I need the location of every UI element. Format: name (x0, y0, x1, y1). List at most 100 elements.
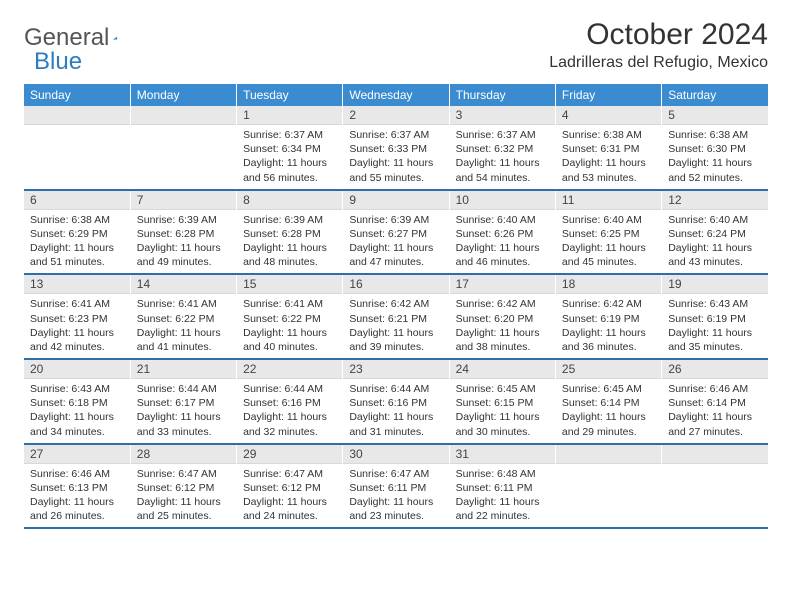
calendar-day: 5Sunrise: 6:38 AMSunset: 6:30 PMDaylight… (662, 106, 768, 190)
day-info: Sunrise: 6:38 AMSunset: 6:29 PMDaylight:… (24, 210, 130, 274)
calendar-day-empty (662, 444, 768, 529)
day-number: 8 (237, 191, 342, 210)
day-number: 1 (237, 106, 342, 125)
day-number: 23 (343, 360, 448, 379)
day-number: 4 (556, 106, 661, 125)
weekday-header: Thursday (449, 84, 555, 106)
calendar-day: 26Sunrise: 6:46 AMSunset: 6:14 PMDayligh… (662, 359, 768, 444)
calendar-day: 17Sunrise: 6:42 AMSunset: 6:20 PMDayligh… (449, 274, 555, 359)
day-number: 29 (237, 445, 342, 464)
weekday-header: Monday (130, 84, 236, 106)
calendar-day: 20Sunrise: 6:43 AMSunset: 6:18 PMDayligh… (24, 359, 130, 444)
day-info: Sunrise: 6:44 AMSunset: 6:17 PMDaylight:… (131, 379, 236, 443)
day-info: Sunrise: 6:43 AMSunset: 6:18 PMDaylight:… (24, 379, 130, 443)
calendar-day: 19Sunrise: 6:43 AMSunset: 6:19 PMDayligh… (662, 274, 768, 359)
day-number: 2 (343, 106, 448, 125)
calendar-body: 1Sunrise: 6:37 AMSunset: 6:34 PMDaylight… (24, 106, 768, 528)
day-number: 17 (450, 275, 555, 294)
calendar-day: 10Sunrise: 6:40 AMSunset: 6:26 PMDayligh… (449, 190, 555, 275)
day-number: 26 (662, 360, 768, 379)
weekday-header: Friday (555, 84, 661, 106)
calendar-week: 6Sunrise: 6:38 AMSunset: 6:29 PMDaylight… (24, 190, 768, 275)
day-info: Sunrise: 6:43 AMSunset: 6:19 PMDaylight:… (662, 294, 768, 358)
day-info: Sunrise: 6:40 AMSunset: 6:24 PMDaylight:… (662, 210, 768, 274)
calendar-day: 1Sunrise: 6:37 AMSunset: 6:34 PMDaylight… (237, 106, 343, 190)
day-info: Sunrise: 6:38 AMSunset: 6:30 PMDaylight:… (662, 125, 768, 189)
calendar-day-empty (24, 106, 130, 190)
calendar-day: 2Sunrise: 6:37 AMSunset: 6:33 PMDaylight… (343, 106, 449, 190)
calendar-day: 23Sunrise: 6:44 AMSunset: 6:16 PMDayligh… (343, 359, 449, 444)
day-info: Sunrise: 6:42 AMSunset: 6:19 PMDaylight:… (556, 294, 661, 358)
calendar-day: 21Sunrise: 6:44 AMSunset: 6:17 PMDayligh… (130, 359, 236, 444)
calendar-day: 31Sunrise: 6:48 AMSunset: 6:11 PMDayligh… (449, 444, 555, 529)
day-info: Sunrise: 6:37 AMSunset: 6:32 PMDaylight:… (450, 125, 555, 189)
day-info: Sunrise: 6:39 AMSunset: 6:28 PMDaylight:… (237, 210, 342, 274)
day-number: 12 (662, 191, 768, 210)
page-header: General October 2024 Ladrilleras del Ref… (24, 18, 768, 72)
day-info: Sunrise: 6:42 AMSunset: 6:21 PMDaylight:… (343, 294, 448, 358)
calendar-day: 6Sunrise: 6:38 AMSunset: 6:29 PMDaylight… (24, 190, 130, 275)
day-number: 13 (24, 275, 130, 294)
day-info: Sunrise: 6:42 AMSunset: 6:20 PMDaylight:… (450, 294, 555, 358)
day-number: 20 (24, 360, 130, 379)
day-number: 3 (450, 106, 555, 125)
calendar-week: 1Sunrise: 6:37 AMSunset: 6:34 PMDaylight… (24, 106, 768, 190)
day-info: Sunrise: 6:37 AMSunset: 6:34 PMDaylight:… (237, 125, 342, 189)
day-number: 24 (450, 360, 555, 379)
day-info: Sunrise: 6:40 AMSunset: 6:26 PMDaylight:… (450, 210, 555, 274)
weekday-header: Tuesday (237, 84, 343, 106)
day-number: 16 (343, 275, 448, 294)
day-info: Sunrise: 6:41 AMSunset: 6:22 PMDaylight:… (131, 294, 236, 358)
calendar-day: 29Sunrise: 6:47 AMSunset: 6:12 PMDayligh… (237, 444, 343, 529)
calendar-day: 12Sunrise: 6:40 AMSunset: 6:24 PMDayligh… (662, 190, 768, 275)
weekday-header: Sunday (24, 84, 130, 106)
calendar-day: 16Sunrise: 6:42 AMSunset: 6:21 PMDayligh… (343, 274, 449, 359)
title-block: October 2024 Ladrilleras del Refugio, Me… (549, 18, 768, 72)
calendar-day: 22Sunrise: 6:44 AMSunset: 6:16 PMDayligh… (237, 359, 343, 444)
day-info: Sunrise: 6:46 AMSunset: 6:13 PMDaylight:… (24, 464, 130, 528)
day-number: 9 (343, 191, 448, 210)
calendar-day-empty (130, 106, 236, 190)
location-label: Ladrilleras del Refugio, Mexico (549, 54, 768, 72)
day-info: Sunrise: 6:39 AMSunset: 6:27 PMDaylight:… (343, 210, 448, 274)
day-number: 15 (237, 275, 342, 294)
day-info: Sunrise: 6:48 AMSunset: 6:11 PMDaylight:… (450, 464, 555, 528)
calendar-day: 4Sunrise: 6:38 AMSunset: 6:31 PMDaylight… (555, 106, 661, 190)
calendar-day: 18Sunrise: 6:42 AMSunset: 6:19 PMDayligh… (555, 274, 661, 359)
day-number: 18 (556, 275, 661, 294)
day-info: Sunrise: 6:38 AMSunset: 6:31 PMDaylight:… (556, 125, 661, 189)
calendar-day: 8Sunrise: 6:39 AMSunset: 6:28 PMDaylight… (237, 190, 343, 275)
day-info: Sunrise: 6:39 AMSunset: 6:28 PMDaylight:… (131, 210, 236, 274)
day-number: 14 (131, 275, 236, 294)
day-number: 25 (556, 360, 661, 379)
calendar-day-empty (555, 444, 661, 529)
calendar-day: 14Sunrise: 6:41 AMSunset: 6:22 PMDayligh… (130, 274, 236, 359)
calendar-day: 24Sunrise: 6:45 AMSunset: 6:15 PMDayligh… (449, 359, 555, 444)
calendar-head: SundayMondayTuesdayWednesdayThursdayFrid… (24, 84, 768, 106)
day-info: Sunrise: 6:47 AMSunset: 6:12 PMDaylight:… (131, 464, 236, 528)
calendar-day: 3Sunrise: 6:37 AMSunset: 6:32 PMDaylight… (449, 106, 555, 190)
month-title: October 2024 (549, 18, 768, 52)
calendar-day: 27Sunrise: 6:46 AMSunset: 6:13 PMDayligh… (24, 444, 130, 529)
day-info: Sunrise: 6:47 AMSunset: 6:11 PMDaylight:… (343, 464, 448, 528)
day-number: 19 (662, 275, 768, 294)
day-info: Sunrise: 6:47 AMSunset: 6:12 PMDaylight:… (237, 464, 342, 528)
calendar-day: 11Sunrise: 6:40 AMSunset: 6:25 PMDayligh… (555, 190, 661, 275)
day-info: Sunrise: 6:40 AMSunset: 6:25 PMDaylight:… (556, 210, 661, 274)
day-info: Sunrise: 6:41 AMSunset: 6:23 PMDaylight:… (24, 294, 130, 358)
day-info: Sunrise: 6:45 AMSunset: 6:14 PMDaylight:… (556, 379, 661, 443)
day-info: Sunrise: 6:44 AMSunset: 6:16 PMDaylight:… (343, 379, 448, 443)
day-info: Sunrise: 6:46 AMSunset: 6:14 PMDaylight:… (662, 379, 768, 443)
day-info: Sunrise: 6:41 AMSunset: 6:22 PMDaylight:… (237, 294, 342, 358)
calendar-week: 20Sunrise: 6:43 AMSunset: 6:18 PMDayligh… (24, 359, 768, 444)
logo-triangle-icon (113, 29, 117, 47)
calendar-day: 13Sunrise: 6:41 AMSunset: 6:23 PMDayligh… (24, 274, 130, 359)
brand-logo: General (24, 18, 139, 52)
calendar-day: 7Sunrise: 6:39 AMSunset: 6:28 PMDaylight… (130, 190, 236, 275)
day-info: Sunrise: 6:45 AMSunset: 6:15 PMDaylight:… (450, 379, 555, 443)
calendar-week: 13Sunrise: 6:41 AMSunset: 6:23 PMDayligh… (24, 274, 768, 359)
weekday-row: SundayMondayTuesdayWednesdayThursdayFrid… (24, 84, 768, 106)
day-number: 31 (450, 445, 555, 464)
day-number: 6 (24, 191, 130, 210)
weekday-header: Saturday (662, 84, 768, 106)
